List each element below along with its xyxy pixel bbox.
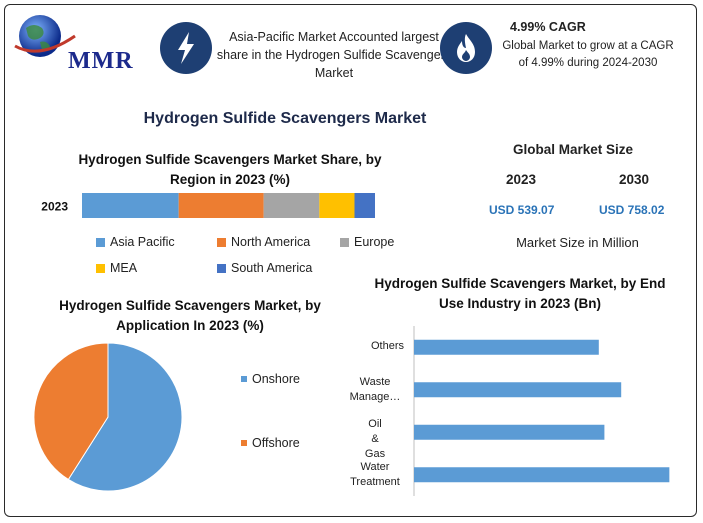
globe-icon bbox=[14, 15, 76, 57]
logo-text: MMR bbox=[68, 48, 134, 74]
legend-swatch bbox=[241, 376, 247, 382]
flame-icon bbox=[457, 34, 475, 62]
legend-swatch bbox=[96, 263, 105, 273]
legend-item-europe: Europe bbox=[340, 235, 394, 249]
lightning-icon bbox=[178, 32, 194, 64]
brand-logo: MMR bbox=[10, 10, 150, 74]
region-chart-title: Hydrogen Sulfide Scavengers Market Share… bbox=[78, 152, 382, 187]
legend-item-mea: MEA bbox=[96, 261, 137, 275]
legend-label: Offshore bbox=[252, 436, 300, 450]
end-use-category-label: Oil & Gas bbox=[364, 418, 386, 461]
global-market-year-2023: 2023 bbox=[506, 172, 537, 187]
pie-legend-item-offshore: Offshore bbox=[241, 436, 300, 450]
legend-swatch bbox=[340, 237, 349, 247]
legend-swatch bbox=[217, 263, 226, 273]
legend-label: North America bbox=[231, 235, 311, 249]
end-use-category-label: Waste Manage… bbox=[349, 375, 401, 403]
legend-swatch bbox=[96, 237, 105, 247]
global-market-year-2030: 2030 bbox=[619, 172, 650, 187]
legend-label: Onshore bbox=[252, 372, 300, 386]
legend-label: South America bbox=[231, 261, 313, 275]
legend-swatch bbox=[241, 440, 247, 446]
cagr-title: 4.99% CAGR bbox=[510, 20, 586, 34]
main-title: Hydrogen Sulfide Scavengers Market bbox=[143, 110, 427, 127]
end-use-category-label: Water Treatment bbox=[350, 460, 400, 488]
global-market-value-2023: USD 539.07 bbox=[489, 203, 555, 217]
legend-item-south-america: South America bbox=[217, 261, 312, 275]
legend-label: Europe bbox=[354, 235, 395, 249]
cagr-text: Global Market to grow at a CAGR of 4.99%… bbox=[502, 40, 674, 69]
end-use-category-label: Others bbox=[370, 340, 404, 353]
market-size-unit: Market Size in Million bbox=[516, 235, 639, 250]
global-market-title: Global Market Size bbox=[512, 142, 634, 157]
global-market-value-2030: USD 758.02 bbox=[599, 203, 665, 217]
legend-label: Asia Pacific bbox=[110, 235, 175, 249]
application-chart-title: Hydrogen Sulfide Scavengers Market, by A… bbox=[59, 298, 321, 333]
legend-item-north-america: North America bbox=[217, 235, 310, 249]
pie-legend-item-onshore: Onshore bbox=[241, 372, 300, 386]
legend-swatch bbox=[217, 237, 226, 247]
legend-item-asia-pacific: Asia Pacific bbox=[96, 235, 175, 249]
end-use-chart-title: Hydrogen Sulfide Scavengers Market, by E… bbox=[374, 276, 666, 311]
info-icon-circle-2 bbox=[440, 22, 492, 74]
info-text-asia-pacific: Asia-Pacific Market Accounted largest sh… bbox=[216, 30, 452, 80]
info-icon-circle-1 bbox=[160, 22, 212, 74]
legend-label: MEA bbox=[110, 261, 138, 275]
infographic-frame bbox=[4, 4, 697, 517]
